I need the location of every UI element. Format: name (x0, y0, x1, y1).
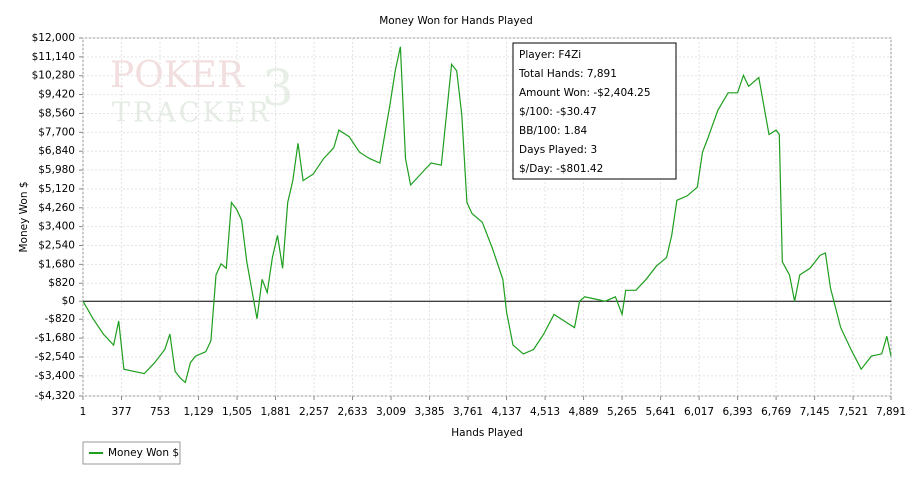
y-axis-label: Money Won $ (18, 181, 30, 252)
y-tick-label: $4,260 (38, 202, 75, 214)
y-tick-label: $1,680 (38, 258, 75, 270)
series-line (82, 46, 892, 384)
x-tick-label: 6,769 (761, 406, 791, 418)
watermark-text: TRACKER (112, 98, 272, 129)
y-tick-label: $7,700 (38, 126, 75, 138)
legend (82, 441, 181, 465)
x-tick-label: 7,521 (838, 406, 868, 418)
y-tick-label: -$820 (44, 313, 75, 325)
y-tick-label: $12,000 (32, 32, 75, 44)
y-tick-label: $9,420 (38, 89, 75, 101)
watermark-text: 3 (262, 59, 294, 117)
watermark: POKER TRACKER 3 (110, 55, 294, 129)
y-tick-label: -$2,540 (34, 351, 75, 363)
x-tick-label: 1,505 (222, 406, 252, 418)
x-tick-label: 1,129 (183, 406, 213, 418)
y-tick-label: $10,280 (32, 70, 75, 82)
legend-label: Money Won $ (108, 447, 179, 459)
info-box (512, 42, 677, 180)
x-tick-label: 2,257 (299, 406, 329, 418)
info-line: $/100: -$30.47 (519, 106, 597, 118)
x-tick-label: 4,137 (492, 406, 522, 418)
y-tick-label: $3,400 (38, 221, 75, 233)
x-tick-label: 4,889 (569, 406, 599, 418)
chart-title: Money Won for Hands Played (379, 15, 533, 27)
x-tick-label: 753 (150, 406, 170, 418)
x-tick-label: 3,009 (376, 406, 406, 418)
info-line: $/Day: -$801.42 (519, 163, 603, 175)
y-tick-label: $0 (62, 295, 75, 307)
y-tick-label: $5,120 (38, 183, 75, 195)
x-tick-label: 1 (80, 406, 87, 418)
x-tick-label: 7,891 (876, 406, 906, 418)
y-tick-label: $820 (48, 277, 75, 289)
y-tick-label: $6,840 (38, 145, 75, 157)
x-tick-label: 1,881 (260, 406, 290, 418)
y-tick-label: $2,540 (38, 240, 75, 252)
x-tick-label: 5,265 (607, 406, 637, 418)
y-tick-label: -$4,320 (34, 390, 75, 402)
y-tick-label: $11,140 (32, 51, 75, 63)
info-line: BB/100: 1.84 (519, 125, 588, 137)
y-tick-label: $8,560 (38, 107, 75, 119)
x-tick-label: 4,513 (530, 406, 560, 418)
info-line: Total Hands: 7,891 (518, 68, 617, 80)
y-tick-label: -$3,400 (34, 370, 75, 382)
x-tick-label: 3,761 (453, 406, 483, 418)
plot-area (82, 37, 892, 397)
x-tick-label: 5,641 (646, 406, 676, 418)
x-tick-label: 6,017 (684, 406, 714, 418)
x-axis-label: Hands Played (451, 427, 522, 439)
x-tick-label: 7,145 (800, 406, 830, 418)
y-tick-label: $5,980 (38, 164, 75, 176)
x-tick-label: 6,393 (723, 406, 753, 418)
x-tick-label: 3,385 (415, 406, 445, 418)
info-line: Player: F4Zi (519, 49, 581, 61)
y-tick-label: -$1,680 (34, 332, 75, 344)
x-tick-label: 377 (111, 406, 131, 418)
x-tick-label: 2,633 (338, 406, 368, 418)
info-line: Amount Won: -$2,404.25 (519, 87, 651, 99)
info-line: Days Played: 3 (519, 144, 597, 156)
